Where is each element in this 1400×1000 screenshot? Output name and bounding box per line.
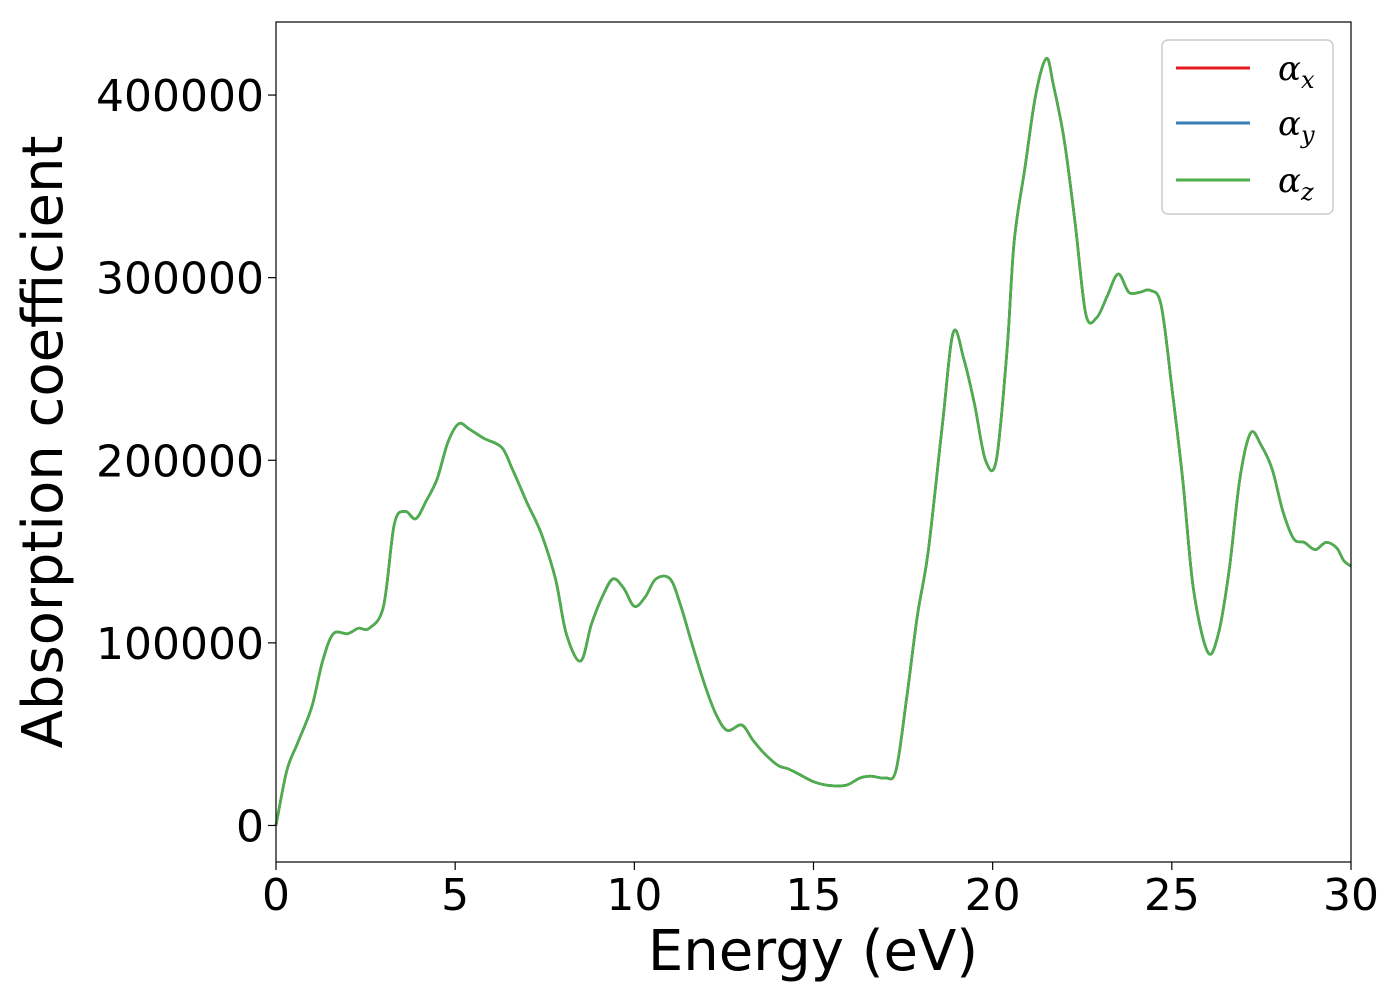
y-axis: 0 100000 200000 300000 400000 bbox=[96, 71, 276, 852]
x-tick-label: 0 bbox=[262, 870, 290, 921]
x-axis: 0 5 10 15 20 25 30 bbox=[262, 862, 1379, 921]
y-tick-label: 200000 bbox=[96, 436, 264, 487]
y-axis-title: Absorption coefficient bbox=[11, 136, 76, 749]
x-tick-label: 25 bbox=[1144, 870, 1200, 921]
legend-label-alpha-y: αy bbox=[1278, 104, 1315, 149]
y-tick-label: 0 bbox=[236, 801, 264, 852]
legend-label-alpha-z: αz bbox=[1278, 161, 1314, 206]
x-axis-title: Energy (eV) bbox=[648, 919, 978, 984]
y-tick-label: 300000 bbox=[96, 254, 264, 305]
y-tick-label: 100000 bbox=[96, 619, 264, 670]
x-tick-label: 20 bbox=[965, 870, 1021, 921]
x-tick-label: 30 bbox=[1323, 870, 1379, 921]
legend-label-alpha-x: αx bbox=[1278, 49, 1315, 94]
series-line-alpha-z bbox=[274, 57, 1352, 826]
legend-box bbox=[1161, 39, 1334, 215]
series-layer bbox=[274, 57, 1352, 826]
x-tick-label: 15 bbox=[786, 870, 842, 921]
x-tick-label: 10 bbox=[606, 870, 662, 921]
legend: αx αy αz bbox=[1161, 39, 1334, 215]
y-tick-label: 400000 bbox=[96, 71, 264, 122]
x-tick-label: 5 bbox=[441, 870, 469, 921]
